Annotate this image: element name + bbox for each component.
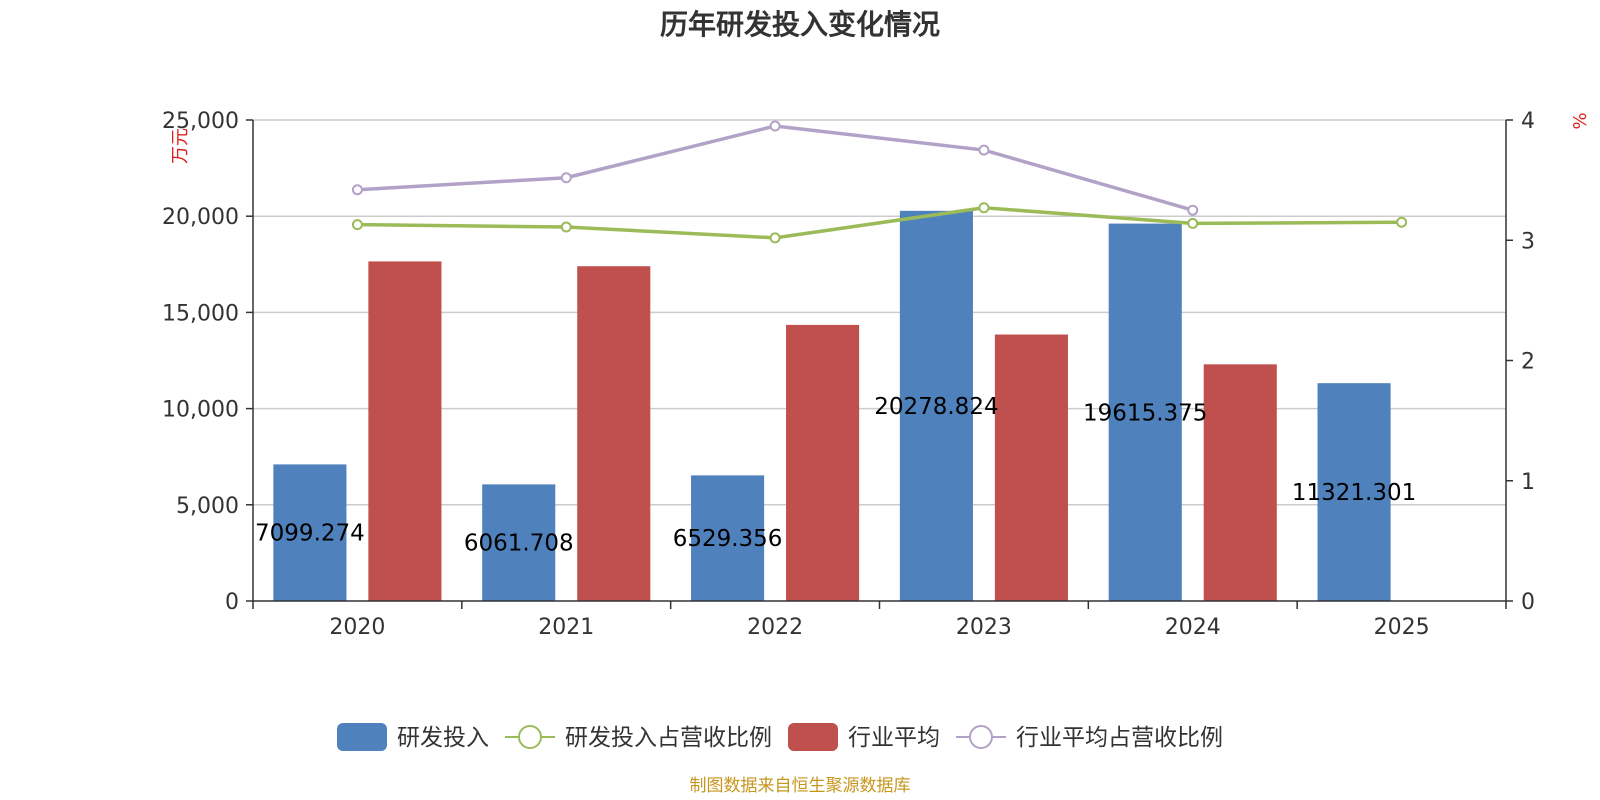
bar-value-label: 20278.824 — [874, 394, 998, 420]
legend[interactable]: 研发投入 研发投入占营收比例 行业平均 行业平均占营收比例 — [337, 723, 1223, 751]
x-tick-label: 2020 — [329, 615, 385, 640]
legend-swatch — [518, 725, 542, 749]
chart-title: 历年研发投入变化情况 — [660, 8, 940, 41]
line-point — [1396, 216, 1408, 228]
line-point — [351, 184, 363, 196]
legend-swatch — [969, 725, 993, 749]
y-left-tick-label: 5,000 — [176, 494, 239, 519]
legend-item-label: 行业平均占营收比例 — [1016, 725, 1223, 751]
series-line — [357, 206, 1402, 240]
bar — [482, 484, 556, 601]
bar — [577, 266, 651, 601]
x-tick-label: 2025 — [1374, 615, 1430, 640]
bar — [1203, 364, 1277, 601]
bars — [273, 210, 1391, 601]
legend-item-label: 研发投入占营收比例 — [565, 725, 772, 751]
x-tick-label: 2023 — [956, 615, 1012, 640]
bar-value-label: 6061.708 — [464, 531, 574, 557]
y-left-tick-label: 0 — [225, 590, 239, 615]
x-tick-label: 2021 — [538, 615, 594, 640]
y-left-tick-label: 15,000 — [162, 301, 239, 326]
line-point — [1187, 217, 1199, 229]
bar — [691, 475, 765, 601]
bar — [273, 464, 347, 601]
lines — [351, 120, 1408, 244]
y-right-tick-label: 2 — [1521, 350, 1535, 375]
bar — [994, 334, 1068, 601]
line-point — [769, 120, 781, 132]
legend-item-label: 研发投入 — [397, 725, 489, 751]
x-tick-label: 2024 — [1165, 615, 1221, 640]
line-point — [560, 221, 572, 233]
y-right-tick-label: 3 — [1521, 229, 1535, 254]
axes: 0 5,000 10,000 15,000 20,000 25,000 0 1 2 3 4 2020 2… — [162, 109, 1591, 640]
y-left-tick-label: 20,000 — [162, 205, 239, 230]
data-labels: 7099.274 6061.708 6529.356 20278.824 19615.3… — [255, 394, 1416, 557]
y-right-tick-label: 1 — [1521, 470, 1535, 495]
bar-value-label: 11321.301 — [1292, 480, 1416, 506]
grid — [253, 119, 1506, 506]
line-point — [978, 144, 990, 156]
bar-value-label: 19615.375 — [1083, 400, 1207, 426]
source-note: 制图数据来自恒生聚源数据库 — [690, 776, 911, 796]
line-point — [769, 232, 781, 244]
bar-value-label: 6529.356 — [673, 526, 783, 552]
bar — [1317, 383, 1391, 601]
y-right-unit-label: % — [1570, 112, 1591, 129]
series-line — [357, 124, 1194, 212]
y-right-tick-label: 0 — [1521, 590, 1535, 615]
y-left-tick-label: 25,000 — [162, 109, 239, 134]
bar-value-label: 7099.274 — [255, 521, 365, 547]
legend-swatch — [788, 723, 838, 751]
line-point — [560, 172, 572, 184]
bar — [899, 210, 973, 601]
legend-swatch — [337, 723, 387, 751]
line-point — [1187, 204, 1199, 216]
y-right-tick-label: 4 — [1521, 109, 1535, 134]
y-left-tick-label: 10,000 — [162, 398, 239, 423]
bar — [786, 324, 860, 601]
legend-item-label: 行业平均 — [848, 725, 940, 751]
y-left-unit-label: 万元 — [170, 128, 191, 164]
bar — [368, 261, 442, 601]
line-point — [978, 202, 990, 214]
line-point — [351, 219, 363, 231]
x-tick-label: 2022 — [747, 615, 803, 640]
bar — [1108, 223, 1182, 601]
